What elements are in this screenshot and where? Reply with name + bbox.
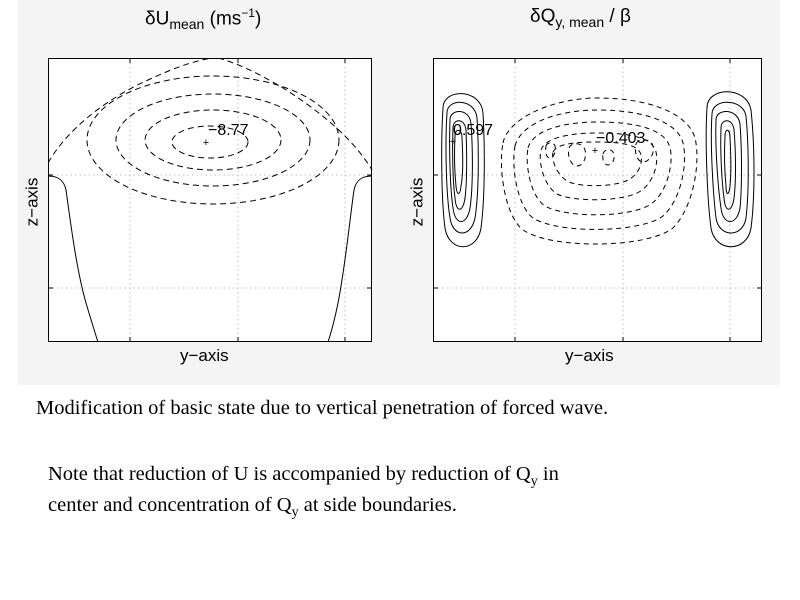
caption-text: Note that reduction of U is accompanied …: [48, 463, 531, 485]
caption-subscript: y: [291, 505, 299, 521]
right-y-axis-label: z−axis: [407, 177, 427, 227]
left-y-axis-label: z−axis: [22, 177, 42, 227]
extremum-marker: +: [203, 137, 209, 149]
caption-text: at side boundaries.: [298, 494, 457, 516]
tick-marks: [433, 58, 762, 342]
plot-frame: [433, 58, 762, 342]
contour-ring-4: [171, 125, 249, 159]
title-unit-close: ): [254, 8, 262, 30]
contour-ring-3: [144, 109, 282, 171]
caption-line-2: Note that reduction of U is accompanied …: [48, 463, 559, 490]
right-x-axis-label: y−axis: [565, 346, 614, 365]
caption-text: center and concentration of Q: [48, 494, 292, 516]
extremum-label: −8.77: [208, 122, 249, 139]
positive-contours-left: [441, 93, 485, 248]
title-suffix: / β: [604, 6, 631, 27]
contour-ring-1: [86, 75, 340, 205]
tick-marks: [48, 58, 372, 342]
positive-contours-right: [705, 91, 755, 248]
contour-outer: [48, 58, 373, 171]
title-variable: Q: [540, 6, 556, 27]
contour-left-zero: [48, 175, 99, 343]
negative-contours: [48, 58, 373, 205]
contour-ring-2: [115, 93, 311, 187]
title-variable: U: [155, 8, 170, 30]
caption-text: in: [537, 463, 559, 485]
title-delta: δ: [145, 8, 156, 30]
title-unit-exponent: −1: [241, 6, 255, 20]
right-contour-plot: + 0.597 + −0.403: [433, 58, 762, 342]
max-label: 0.597: [453, 122, 493, 139]
caption-subscript: y: [530, 474, 538, 490]
right-plot-title: δQy, mean / β: [530, 6, 631, 30]
zero-contours: [48, 175, 373, 343]
plot-frame: [48, 58, 372, 342]
min-label: −0.403: [596, 130, 645, 147]
contour-right-zero: [327, 175, 373, 343]
negative-contours-center: [500, 97, 698, 245]
title-delta: δ: [530, 6, 541, 27]
left-plot-title: δUmean (ms−1): [145, 6, 261, 32]
title-subscript: mean: [169, 16, 205, 33]
left-contour-plot: + −8.77: [48, 58, 373, 343]
title-unit: (ms: [204, 8, 242, 30]
caption-line-1: Modification of basic state due to verti…: [36, 397, 609, 419]
title-subscript: y, mean: [555, 13, 605, 30]
left-x-axis-label: y−axis: [180, 346, 229, 365]
min-marker: +: [592, 145, 598, 157]
caption-line-3: center and concentration of Qy at side b…: [48, 494, 457, 521]
max-marker: +: [450, 136, 456, 148]
grid-lines: [433, 58, 762, 342]
